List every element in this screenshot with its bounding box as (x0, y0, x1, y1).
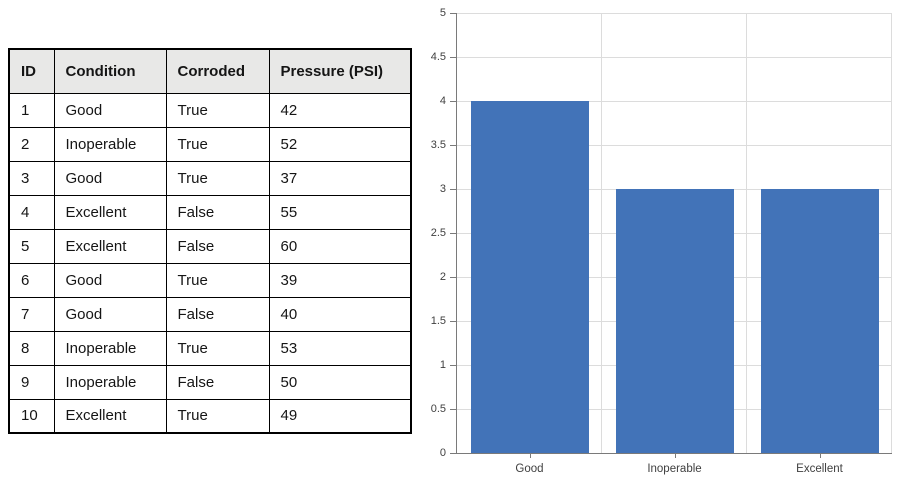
cell-corroded: True (165, 330, 270, 366)
horizontal-gridline (457, 145, 892, 146)
y-tick-label: 5 (439, 7, 446, 19)
cell-condition: Inoperable (53, 364, 167, 400)
horizontal-gridline (457, 233, 892, 234)
cell-id: 9 (8, 364, 55, 400)
cell-id: 3 (8, 160, 55, 196)
cell-condition: Excellent (53, 194, 167, 230)
cell-pressure: 39 (268, 262, 412, 298)
cell-condition: Inoperable (53, 126, 167, 162)
cell-corroded: True (165, 126, 270, 162)
x-axis-tick (819, 453, 821, 458)
y-axis-tick (450, 365, 456, 366)
horizontal-gridline (457, 277, 892, 278)
y-axis-tick (450, 57, 456, 58)
cell-id: 10 (8, 398, 55, 434)
y-axis-tick (450, 13, 456, 14)
x-axis-tick (529, 453, 531, 458)
vertical-gridline (601, 13, 602, 453)
table-row: 2 Inoperable True 52 (8, 126, 412, 162)
table-row: 8 Inoperable True 53 (8, 330, 412, 366)
table-row: 1 Good True 42 (8, 92, 412, 128)
header-cell-pressure: Pressure (PSI) (268, 48, 412, 94)
cell-id: 8 (8, 330, 55, 366)
cell-condition: Good (53, 262, 167, 298)
cell-condition: Good (53, 296, 167, 332)
cell-condition: Good (53, 160, 167, 196)
header-cell-condition: Condition (53, 48, 167, 94)
bar-excellent (760, 189, 879, 453)
cell-corroded: False (165, 296, 270, 332)
horizontal-gridline (457, 57, 892, 58)
cell-pressure: 37 (268, 160, 412, 196)
table-row: 4 Excellent False 55 (8, 194, 412, 230)
y-axis-tick (450, 101, 456, 102)
y-axis-line (456, 13, 457, 453)
pipe-data-table-container: ID Condition Corroded Pressure (PSI) 1 Go… (8, 48, 412, 434)
cell-condition: Inoperable (53, 330, 167, 366)
header-cell-corroded: Corroded (165, 48, 270, 94)
table-row: 9 Inoperable False 50 (8, 364, 412, 400)
x-tick-label: Excellent (796, 463, 843, 475)
cell-id: 5 (8, 228, 55, 264)
cell-pressure: 50 (268, 364, 412, 400)
cell-id: 1 (8, 92, 55, 128)
x-axis-tick (674, 453, 676, 458)
horizontal-gridline (457, 321, 892, 322)
table-header-row: ID Condition Corroded Pressure (PSI) (8, 48, 412, 94)
pipe-data-table: ID Condition Corroded Pressure (PSI) 1 Go… (8, 48, 412, 434)
table-row: 5 Excellent False 60 (8, 228, 412, 264)
cell-corroded: False (165, 364, 270, 400)
y-axis-tick (450, 321, 456, 322)
horizontal-gridline (457, 365, 892, 366)
table-row: 7 Good False 40 (8, 296, 412, 332)
table-row: 10 Excellent True 49 (8, 398, 412, 434)
y-axis-tick (450, 145, 456, 146)
cell-corroded: False (165, 194, 270, 230)
cell-id: 2 (8, 126, 55, 162)
vertical-gridline (891, 13, 892, 453)
cell-corroded: True (165, 160, 270, 196)
plot-area (456, 13, 892, 454)
cell-id: 7 (8, 296, 55, 332)
table-row: 6 Good True 39 (8, 262, 412, 298)
cell-corroded: False (165, 228, 270, 264)
cell-pressure: 55 (268, 194, 412, 230)
y-tick-label: 0 (439, 447, 446, 459)
cell-pressure: 40 (268, 296, 412, 332)
horizontal-gridline (457, 13, 892, 14)
vertical-gridline (746, 13, 747, 453)
y-axis-tick (450, 453, 456, 454)
horizontal-gridline (457, 189, 892, 190)
cell-pressure: 60 (268, 228, 412, 264)
x-tick-label: Good (515, 463, 544, 475)
x-axis-line (456, 453, 892, 454)
y-axis-tick (450, 233, 456, 234)
x-tick-label: Inoperable (647, 463, 702, 475)
cell-id: 4 (8, 194, 55, 230)
cell-corroded: True (165, 92, 270, 128)
bar-inoperable (615, 189, 734, 453)
cell-corroded: True (165, 398, 270, 434)
cell-pressure: 52 (268, 126, 412, 162)
cell-condition: Excellent (53, 398, 167, 434)
table-row: 3 Good True 37 (8, 160, 412, 196)
header-cell-id: ID (8, 48, 55, 94)
y-axis-tick (450, 409, 456, 410)
horizontal-gridline (457, 101, 892, 102)
cell-condition: Excellent (53, 228, 167, 264)
horizontal-gridline (457, 409, 892, 410)
cell-pressure: 42 (268, 92, 412, 128)
y-axis-tick (450, 189, 456, 190)
bar-good (470, 101, 589, 453)
cell-pressure: 53 (268, 330, 412, 366)
cell-corroded: True (165, 262, 270, 298)
cell-id: 6 (8, 262, 55, 298)
y-axis-tick (450, 277, 456, 278)
cell-pressure: 49 (268, 398, 412, 434)
cell-condition: Good (53, 92, 167, 128)
